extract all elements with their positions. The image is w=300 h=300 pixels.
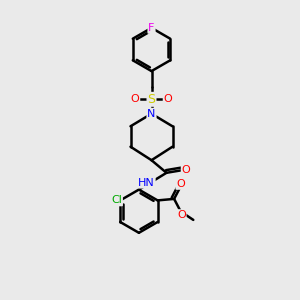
Text: O: O bbox=[176, 179, 185, 189]
Text: S: S bbox=[148, 93, 155, 106]
Text: O: O bbox=[182, 165, 190, 175]
Text: N: N bbox=[147, 109, 156, 119]
Text: O: O bbox=[164, 94, 172, 104]
Text: F: F bbox=[148, 23, 155, 33]
Text: HN: HN bbox=[138, 178, 155, 188]
Text: Cl: Cl bbox=[111, 195, 122, 206]
Text: O: O bbox=[177, 210, 186, 220]
Text: O: O bbox=[130, 94, 140, 104]
